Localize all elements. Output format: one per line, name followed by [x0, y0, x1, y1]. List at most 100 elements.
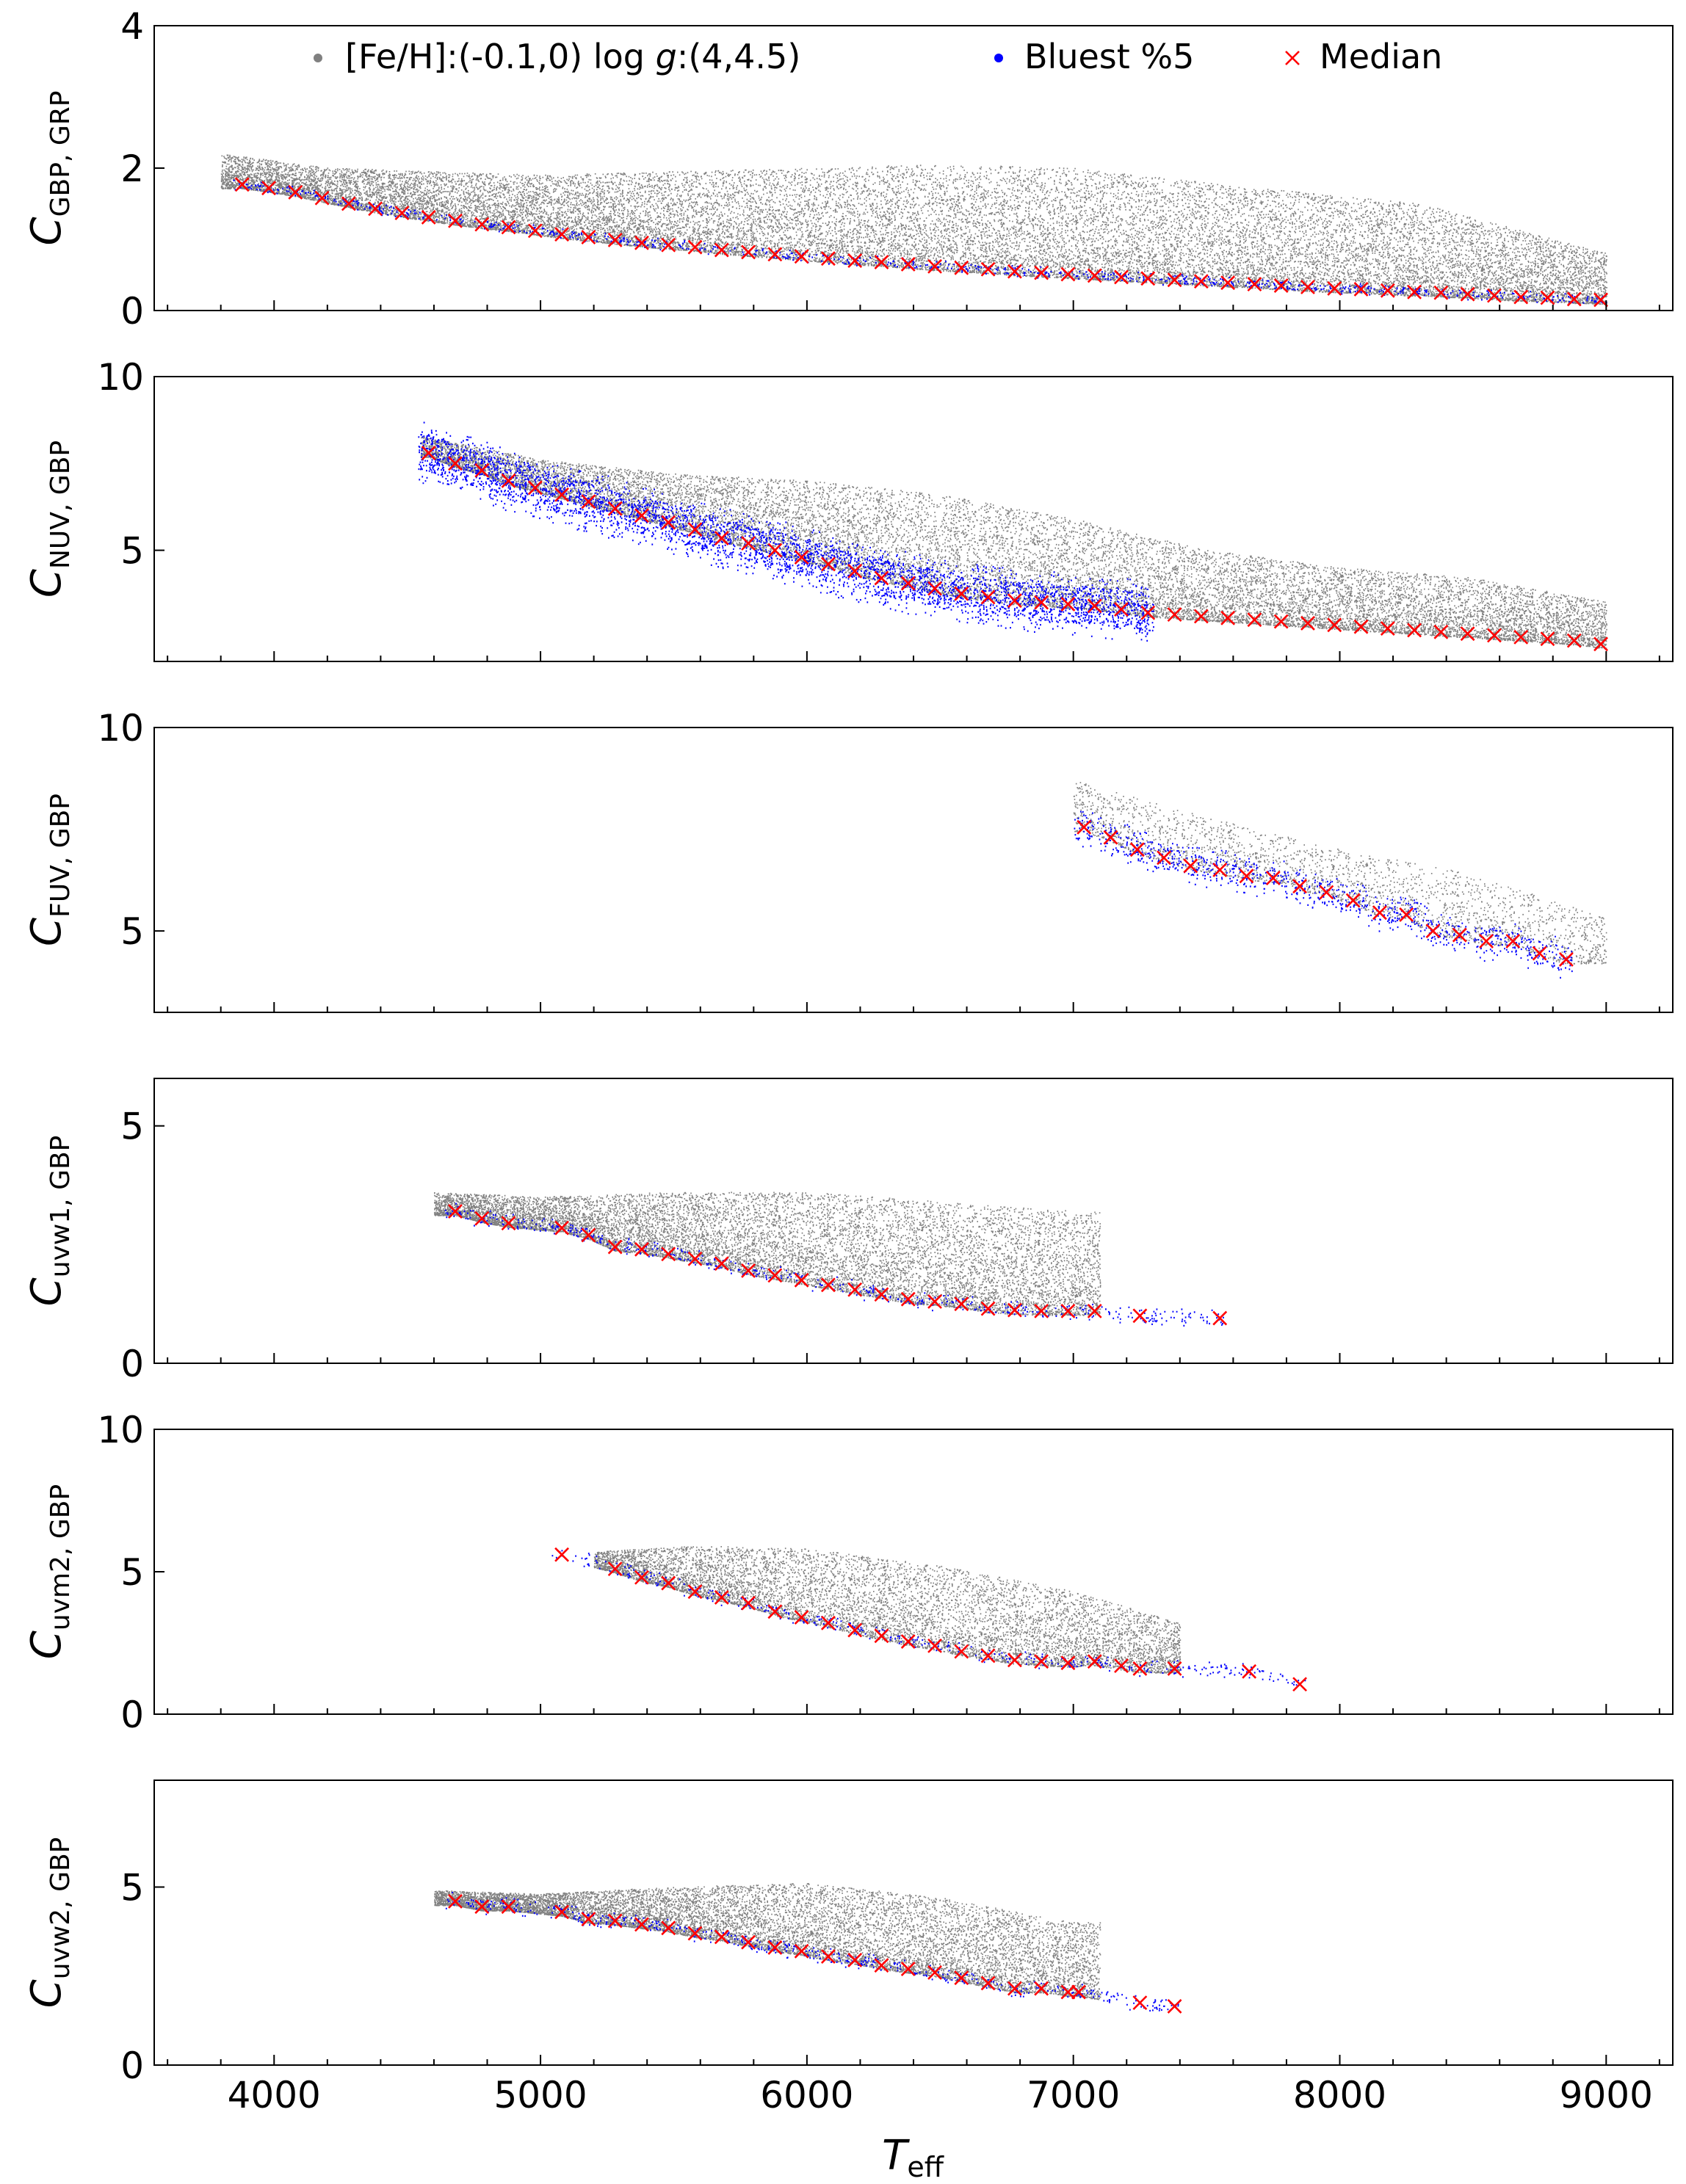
median-point	[1433, 285, 1449, 300]
x-axis-label: Teff	[882, 2132, 944, 2183]
median-point	[607, 233, 623, 247]
y-tick-label: 5	[120, 1867, 144, 1909]
median-point	[1327, 281, 1342, 296]
median-point	[1114, 1658, 1129, 1673]
median-point	[368, 201, 383, 217]
median-point	[1060, 266, 1076, 282]
axes-frame-5	[153, 1429, 1674, 1715]
median-point	[980, 261, 996, 277]
median-point	[927, 258, 942, 274]
median-point	[1034, 1981, 1049, 1996]
median-point	[1513, 289, 1529, 305]
median-point	[1077, 819, 1092, 835]
median-point	[874, 1958, 889, 1973]
median-point	[954, 1970, 969, 1986]
median-point	[661, 1575, 676, 1591]
median-point	[501, 1216, 516, 1231]
median-point	[1071, 1984, 1086, 2000]
x-tick-label: 4000	[228, 2074, 321, 2116]
y-axis-label-sub: GBP, GRP	[46, 91, 76, 217]
y-axis-label-6: Cuvw2, GBP	[23, 1837, 76, 2009]
median-point	[1183, 858, 1198, 874]
median-point	[1132, 1661, 1148, 1676]
median-point	[634, 1241, 649, 1257]
panel-2: 5 10 CNUV, GBP	[23, 356, 1674, 662]
median-point	[581, 494, 596, 509]
y-tick-label: 10	[97, 707, 144, 750]
median-point	[1487, 288, 1502, 303]
median-point	[1167, 1661, 1182, 1676]
median-point	[714, 242, 729, 258]
median-point	[474, 1211, 490, 1226]
median-markers-3	[1077, 819, 1574, 967]
legend-label: Median	[1320, 37, 1442, 76]
median-point	[714, 1590, 729, 1605]
median-point	[1087, 268, 1102, 283]
x-tick-labels: 4000 5000 6000 7000 8000 9000	[228, 2074, 1653, 2116]
median-point	[820, 1277, 836, 1293]
median-point	[501, 474, 516, 488]
median-point	[874, 1287, 889, 1302]
median-point	[1212, 1310, 1228, 1326]
median-point	[794, 1943, 809, 1959]
median-point	[820, 556, 836, 572]
plot-area-2	[418, 421, 1608, 652]
median-point	[767, 1940, 783, 1955]
y-tick-label: 4	[120, 5, 144, 48]
median-point	[1007, 1981, 1022, 1996]
median-point	[847, 1622, 863, 1638]
median-point	[687, 522, 703, 537]
median-point	[1167, 607, 1182, 623]
median-markers-4	[448, 1204, 1228, 1326]
median-point	[900, 1962, 916, 1976]
median-point	[661, 237, 676, 253]
median-point	[1103, 830, 1118, 845]
median-point	[1060, 1655, 1076, 1671]
median-point	[847, 1282, 863, 1297]
median-point	[1593, 636, 1608, 652]
y-axis-label-main: C	[23, 918, 70, 946]
all-stars-points-5	[593, 1546, 1182, 1674]
median-point	[634, 1570, 649, 1585]
median-point	[1239, 868, 1254, 884]
median-point	[794, 249, 809, 264]
median-point	[1372, 905, 1387, 921]
median-point	[1167, 272, 1182, 288]
median-point	[1460, 286, 1475, 302]
median-point	[501, 220, 516, 235]
median-point	[554, 1220, 570, 1236]
x-tick-label: 8000	[1293, 2074, 1386, 2116]
x-tick-label: 6000	[760, 2074, 853, 2116]
x-ticks-5	[167, 1704, 1660, 1714]
panel-3: 5 10 CFUV, GBP	[23, 707, 1674, 1013]
legend-label: Bluest %5	[1024, 37, 1194, 76]
median-point	[687, 1926, 703, 1941]
all-stars-points-4	[434, 1191, 1101, 1316]
median-point	[794, 550, 809, 565]
x-tick-label: 9000	[1560, 2074, 1653, 2116]
y-axis-label-4: Cuvw1, GBP	[23, 1136, 76, 1307]
median-point	[1193, 609, 1209, 624]
median-point	[1292, 1677, 1307, 1692]
median-markers-6	[448, 1893, 1182, 2014]
median-point	[1540, 631, 1555, 647]
median-point	[394, 206, 410, 221]
median-point	[261, 181, 276, 196]
y-tick-label: 0	[120, 1343, 144, 1385]
median-point	[767, 247, 783, 262]
median-point	[1273, 278, 1289, 293]
plot-area-1	[220, 154, 1608, 308]
median-point	[741, 244, 756, 260]
median-point	[634, 1917, 649, 1932]
y-tick-label: 0	[120, 1694, 144, 1736]
median-point	[448, 1893, 463, 1909]
y-axis-label-2: CNUV, GBP	[23, 440, 76, 598]
median-point	[421, 210, 436, 225]
legend-label: [Fe/H]:(-0.1,0) log g:(4,4.5)	[345, 37, 800, 76]
y-axis-label-sub: uvw2, GBP	[46, 1837, 76, 1980]
median-point	[1353, 619, 1369, 634]
median-point	[1132, 1995, 1148, 2011]
